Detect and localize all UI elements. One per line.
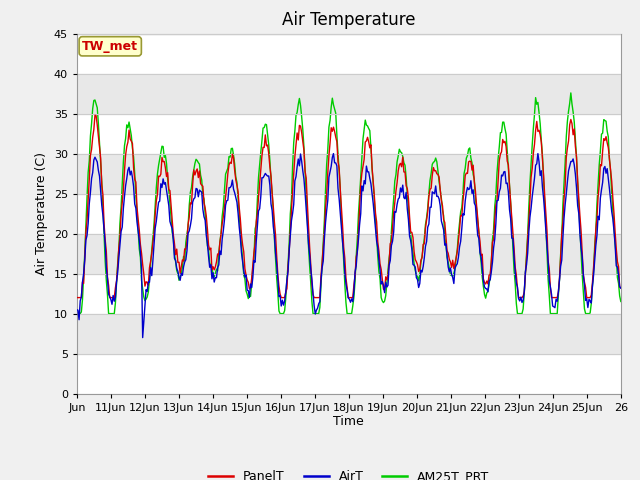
Bar — [77, 313, 621, 354]
Legend: PanelT, AirT, AM25T_PRT: PanelT, AirT, AM25T_PRT — [203, 465, 495, 480]
Title: Air Temperature: Air Temperature — [282, 11, 415, 29]
Bar — [77, 73, 621, 114]
X-axis label: Time: Time — [333, 415, 364, 429]
Text: TW_met: TW_met — [82, 40, 138, 53]
Bar — [77, 234, 621, 274]
Bar — [77, 154, 621, 193]
Y-axis label: Air Temperature (C): Air Temperature (C) — [35, 152, 48, 275]
